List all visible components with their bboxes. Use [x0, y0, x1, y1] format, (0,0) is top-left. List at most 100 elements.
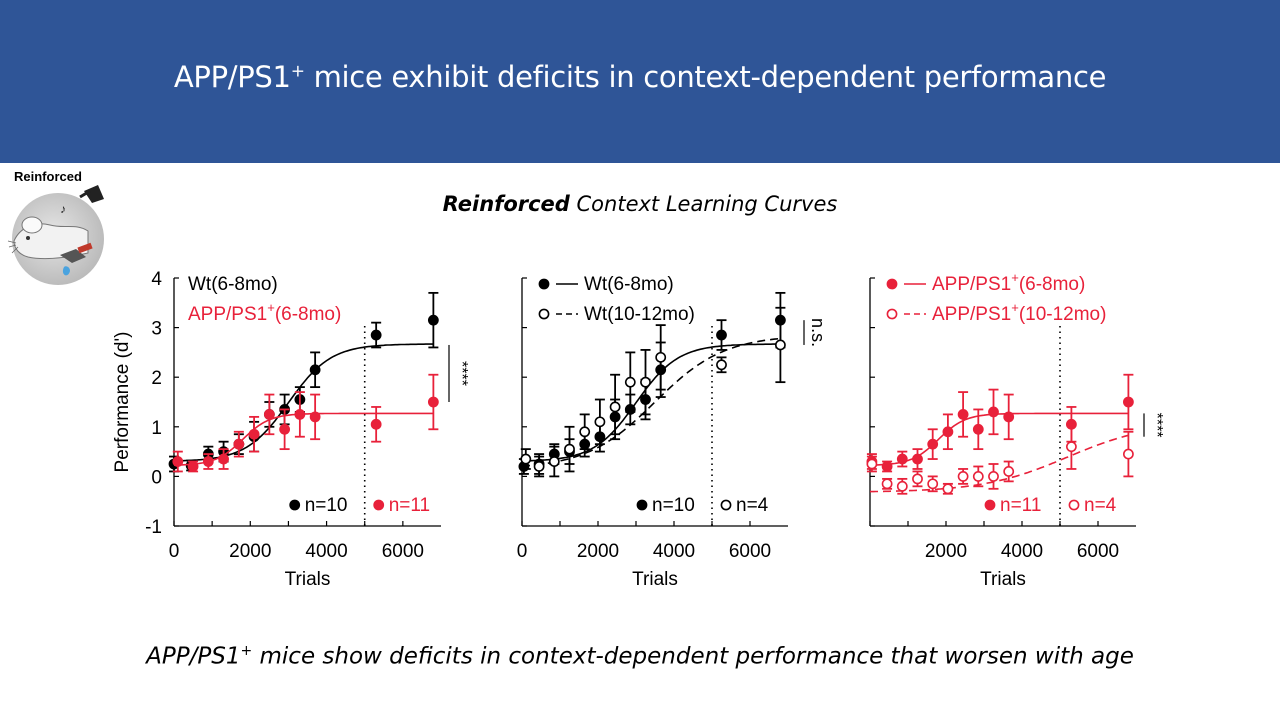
- series-filled-1: [172, 373, 439, 473]
- title-banner: [0, 0, 1280, 163]
- slide-title-superscript: +: [290, 61, 305, 82]
- data-point: [988, 470, 999, 482]
- data-point: [594, 416, 606, 428]
- data-point: [248, 428, 260, 440]
- chart-panel-middle: 0 2000 4000 6000 Trials Wt(6-8mo) Wt(10-12mo) n…: [517, 274, 828, 590]
- data-point: [927, 438, 939, 450]
- legend-label: Wt(10-12mo): [584, 304, 695, 325]
- data-point: [957, 470, 969, 482]
- data-point: [548, 456, 560, 467]
- x-axis-label: Trials: [980, 569, 1026, 590]
- data-point: [202, 456, 214, 467]
- slide-title-prefix: APP/PS1: [173, 60, 291, 94]
- data-point: [866, 458, 878, 470]
- reinforced-badge-label: Reinforced: [14, 169, 82, 184]
- legend-marker: [886, 308, 898, 320]
- y-tick-label: 2: [151, 368, 162, 389]
- x-tick-label: 2000: [229, 541, 271, 562]
- data-point: [881, 478, 893, 490]
- fit-curve: [870, 434, 1129, 493]
- y-tick-label: -1: [145, 517, 162, 538]
- data-point: [1123, 448, 1134, 460]
- chart-panel-left: -1 0 1 2 3 4 Performance (d') 0 2000 4000 6000 Tria…: [112, 269, 470, 590]
- series-open-1: [866, 423, 1134, 495]
- legend-label: APP/PS1+(6-8mo): [932, 270, 1085, 295]
- data-point: [912, 453, 923, 465]
- y-axis-label: Performance (d'): [112, 332, 133, 473]
- y-tick-label: 3: [151, 319, 162, 340]
- legend-marker: [538, 308, 550, 320]
- caption-text: mice show deficits in context-dependent …: [252, 643, 1134, 670]
- x-tick-label: 6000: [382, 541, 424, 562]
- data-point: [775, 339, 786, 351]
- y-tick-label: 0: [151, 467, 162, 488]
- y-tick-label: 1: [151, 418, 162, 439]
- data-point: [988, 406, 999, 418]
- fit-curve: [173, 412, 434, 466]
- data-point: [533, 461, 545, 472]
- n-label: n=4: [1084, 495, 1117, 516]
- x-tick-label: 0: [169, 541, 180, 562]
- data-point: [624, 376, 636, 388]
- data-point: [716, 359, 727, 371]
- chart-group-subtitle: Reinforced Context Learning Curves: [0, 192, 1280, 216]
- data-point: [263, 408, 275, 420]
- data-point: [1066, 441, 1077, 453]
- data-point: [716, 329, 727, 341]
- n-label: n=11: [389, 495, 430, 516]
- x-tick-label: 4000: [653, 541, 695, 562]
- data-point: [881, 461, 893, 472]
- legend-marker: [886, 278, 898, 290]
- subtitle-rest: Context Learning Curves: [569, 192, 838, 216]
- data-point: [579, 426, 591, 438]
- n-label-marker: [636, 499, 648, 511]
- x-tick-label: 2000: [577, 541, 619, 562]
- n-label-marker: [984, 499, 996, 511]
- caption-prefix: APP/PS1: [146, 643, 241, 670]
- data-point: [896, 453, 908, 465]
- n-label: n=10: [652, 495, 695, 516]
- data-point: [640, 376, 651, 388]
- x-tick-label: 4000: [1001, 541, 1043, 562]
- chart-panel-right: 2000 4000 6000 Trials APP/PS1+(6-8mo) APP/PS1…: [866, 270, 1165, 590]
- slide-title: APP/PS1+ mice exhibit deficits in contex…: [0, 60, 1280, 94]
- data-point: [896, 480, 908, 492]
- data-point: [427, 314, 439, 326]
- data-point: [1003, 411, 1015, 423]
- x-tick-label: 0: [517, 541, 528, 562]
- legend-label: APP/PS1+(6-8mo): [188, 300, 341, 325]
- data-point: [187, 461, 199, 472]
- data-point: [972, 423, 984, 435]
- x-tick-label: 2000: [925, 541, 967, 562]
- data-point: [309, 411, 321, 423]
- n-label: n=10: [305, 495, 348, 516]
- data-point: [370, 418, 382, 430]
- fit-curve: [521, 337, 781, 467]
- legend-label: Wt(6-8mo): [584, 274, 674, 295]
- n-label-marker: [720, 499, 732, 511]
- data-point: [957, 408, 969, 420]
- data-point: [309, 364, 321, 376]
- data-point: [942, 426, 954, 438]
- y-tick-label: 4: [151, 269, 162, 290]
- x-tick-label: 6000: [729, 541, 771, 562]
- data-point: [609, 401, 621, 413]
- legend-label: Wt(6-8mo): [188, 274, 278, 295]
- legend-label: APP/PS1+(10-12mo): [932, 300, 1106, 325]
- series-filled-0: [866, 373, 1134, 473]
- n-label: n=4: [736, 495, 769, 516]
- caption-superscript: +: [240, 643, 253, 659]
- data-point: [279, 423, 291, 435]
- data-point: [427, 396, 439, 408]
- data-point: [520, 453, 532, 465]
- data-point: [655, 351, 667, 363]
- svg-text:♪: ♪: [60, 202, 66, 216]
- significance-label: ****: [1148, 413, 1165, 438]
- data-point: [972, 470, 984, 482]
- fit-curve: [521, 343, 781, 462]
- significance-label: ****: [453, 361, 470, 386]
- legend-marker: [538, 278, 550, 290]
- data-point: [912, 473, 923, 485]
- data-point: [218, 453, 229, 465]
